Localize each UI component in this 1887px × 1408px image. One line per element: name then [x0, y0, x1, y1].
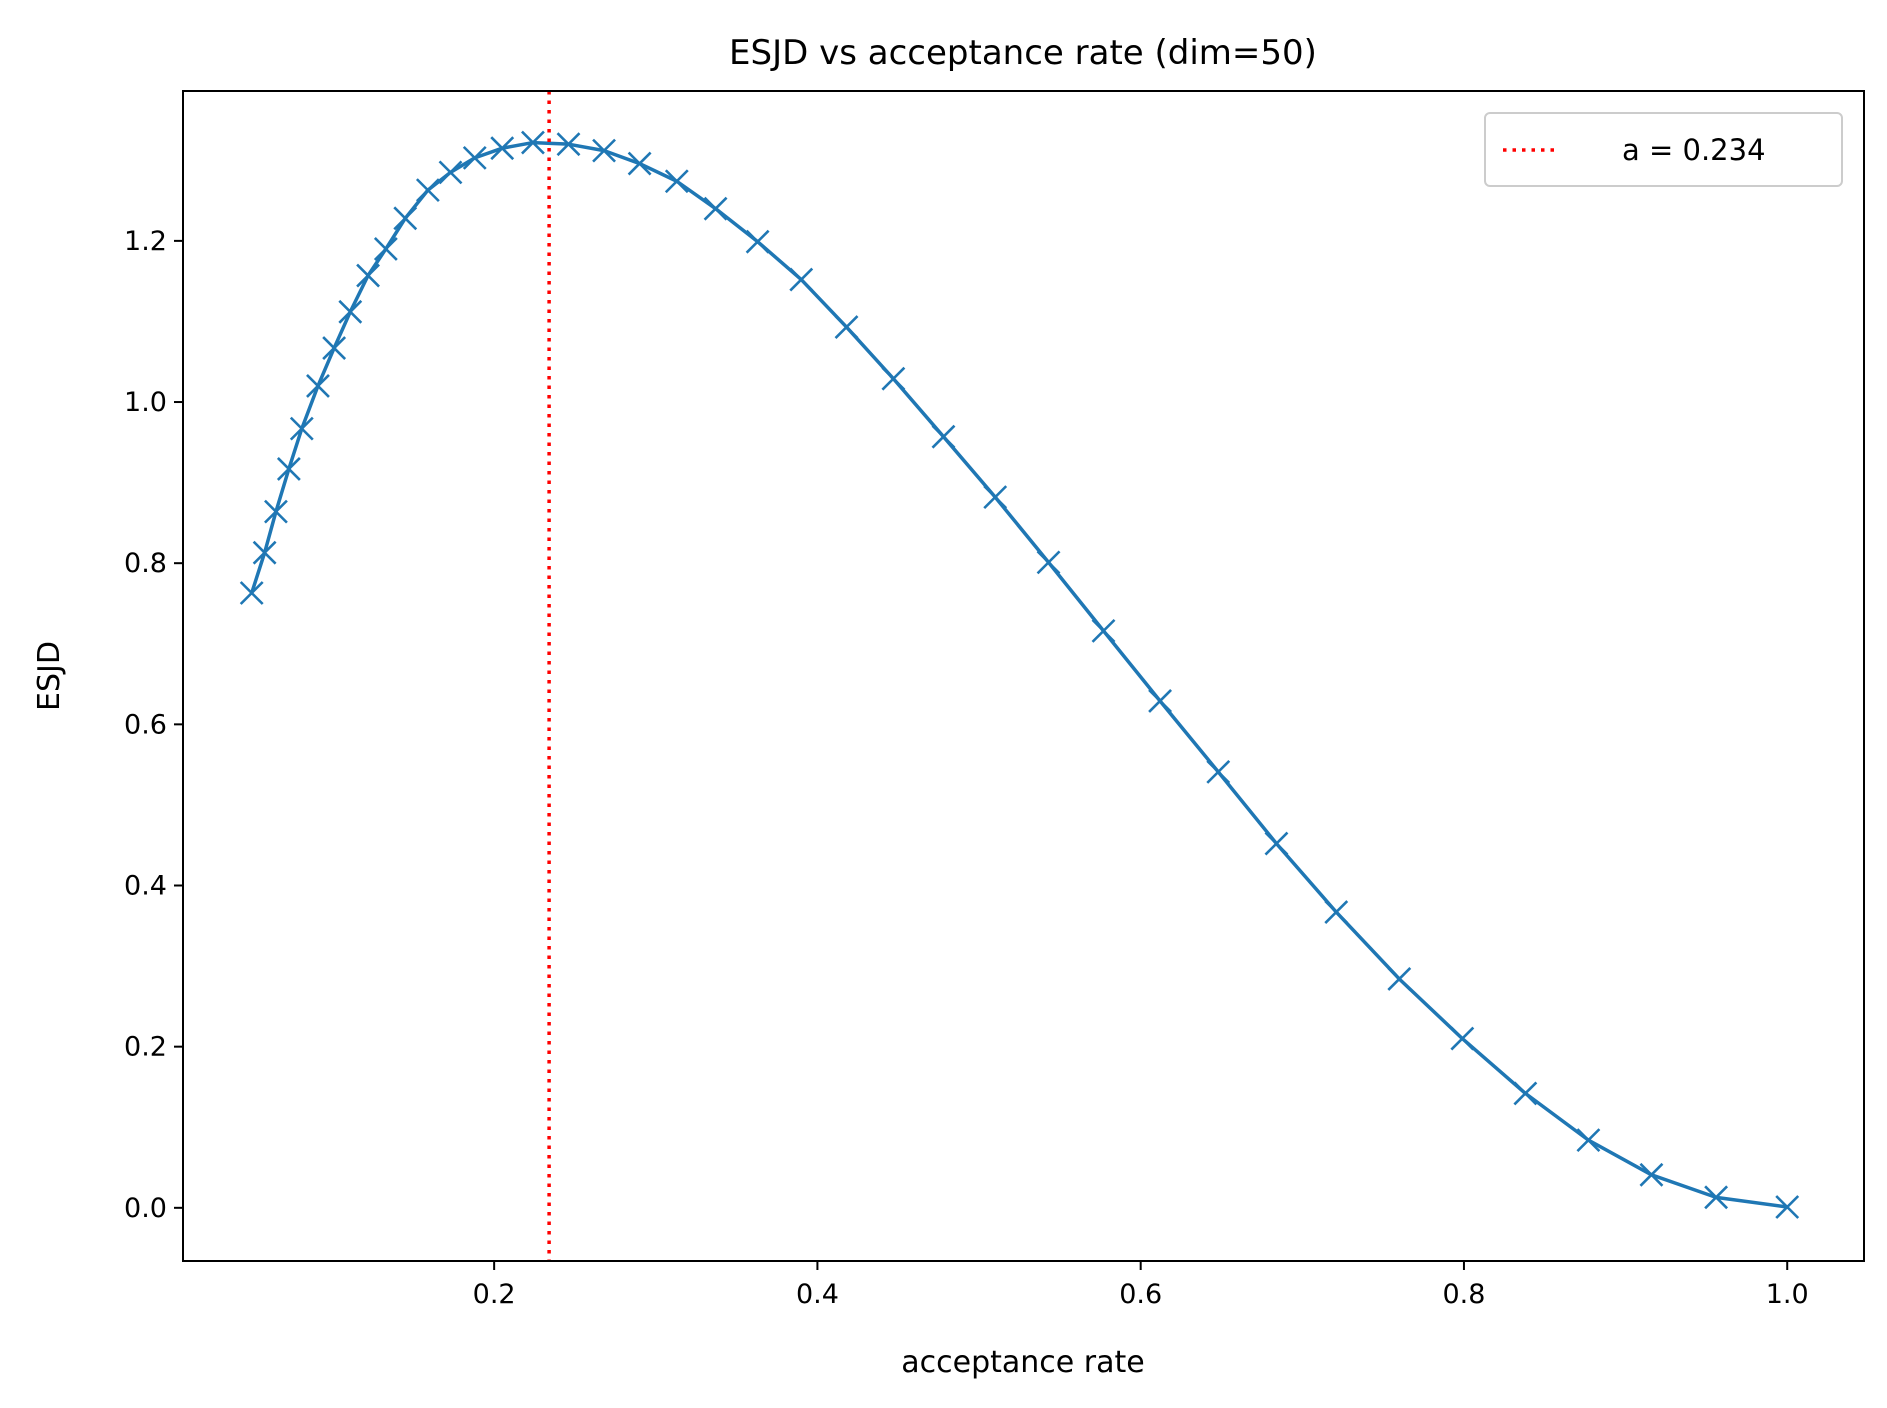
- legend: a = 0.234: [1484, 112, 1843, 187]
- data-point-marker: [703, 196, 728, 221]
- plot-area: [239, 91, 1800, 1261]
- data-point-marker: [1639, 1162, 1664, 1187]
- y-tick-label: 0.2: [124, 1032, 167, 1063]
- data-point-marker: [373, 237, 398, 261]
- x-axis-label: acceptance rate: [901, 1345, 1144, 1380]
- data-point-marker: [1775, 1195, 1800, 1219]
- y-tick-label: 1.2: [124, 226, 167, 257]
- data-point-marker: [1576, 1128, 1601, 1153]
- data-point-marker: [1036, 550, 1061, 575]
- legend-entry-label: a = 0.234: [1622, 133, 1766, 167]
- x-tick-label: 0.4: [796, 1279, 839, 1310]
- data-point-marker: [1450, 1026, 1475, 1051]
- data-point-marker: [931, 424, 956, 449]
- y-tick-label: 0.8: [124, 548, 167, 579]
- x-tick-label: 0.6: [1119, 1279, 1162, 1310]
- data-point-marker: [983, 485, 1008, 510]
- data-point-marker: [834, 315, 859, 340]
- data-point-marker: [1148, 689, 1173, 713]
- data-point-marker: [322, 336, 347, 360]
- data-point-marker: [556, 132, 581, 157]
- axis-ticks: 0.2 0.4 0.6 0.8 1.0 0.0 0.2 0.4 0.6 0.8 1.0 1.2: [124, 226, 1809, 1310]
- x-tick-label: 1.0: [1766, 1279, 1809, 1310]
- data-point-marker: [462, 145, 487, 170]
- data-point-marker: [356, 263, 380, 288]
- data-point-marker: [415, 178, 440, 203]
- data-point-marker: [276, 456, 301, 481]
- data-point-marker: [239, 581, 264, 605]
- data-point-marker: [289, 416, 314, 441]
- data-point-marker: [252, 540, 277, 565]
- data-point-marker: [306, 373, 330, 398]
- y-tick-label: 1.0: [124, 387, 167, 418]
- data-point-marker: [745, 229, 770, 254]
- data-point-marker: [1704, 1185, 1729, 1210]
- data-point-marker: [264, 499, 288, 524]
- data-point-marker: [393, 206, 418, 231]
- data-point-marker: [881, 366, 906, 391]
- data-point-marker: [1324, 900, 1349, 925]
- data-point-marker: [1513, 1081, 1538, 1106]
- legend-box: [1484, 112, 1843, 187]
- axes-frame: [182, 90, 1865, 1262]
- y-tick-label: 0.6: [124, 709, 167, 740]
- y-tick-label: 0.4: [124, 871, 167, 902]
- x-tick-label: 0.8: [1442, 1279, 1485, 1310]
- data-point-marker: [521, 130, 545, 155]
- data-point-marker: [1264, 831, 1289, 856]
- data-point-marker: [592, 138, 616, 163]
- data-point-marker: [438, 160, 463, 185]
- data-point-marker: [1387, 967, 1412, 991]
- data-point-marker: [664, 169, 689, 194]
- x-tick-label: 0.2: [473, 1279, 516, 1310]
- chart-title: ESJD vs acceptance rate (dim=50): [729, 33, 1317, 73]
- data-point-marker: [627, 151, 652, 176]
- data-point-marker: [490, 136, 515, 161]
- y-tick-label: 0.0: [124, 1193, 167, 1224]
- y-axis-label: ESJD: [32, 641, 67, 711]
- data-point-marker: [1091, 618, 1116, 643]
- data-point-marker: [338, 299, 363, 324]
- esjd-series-line: [249, 140, 1789, 1209]
- data-point-marker: [789, 267, 814, 292]
- data-point-marker: [1206, 759, 1231, 784]
